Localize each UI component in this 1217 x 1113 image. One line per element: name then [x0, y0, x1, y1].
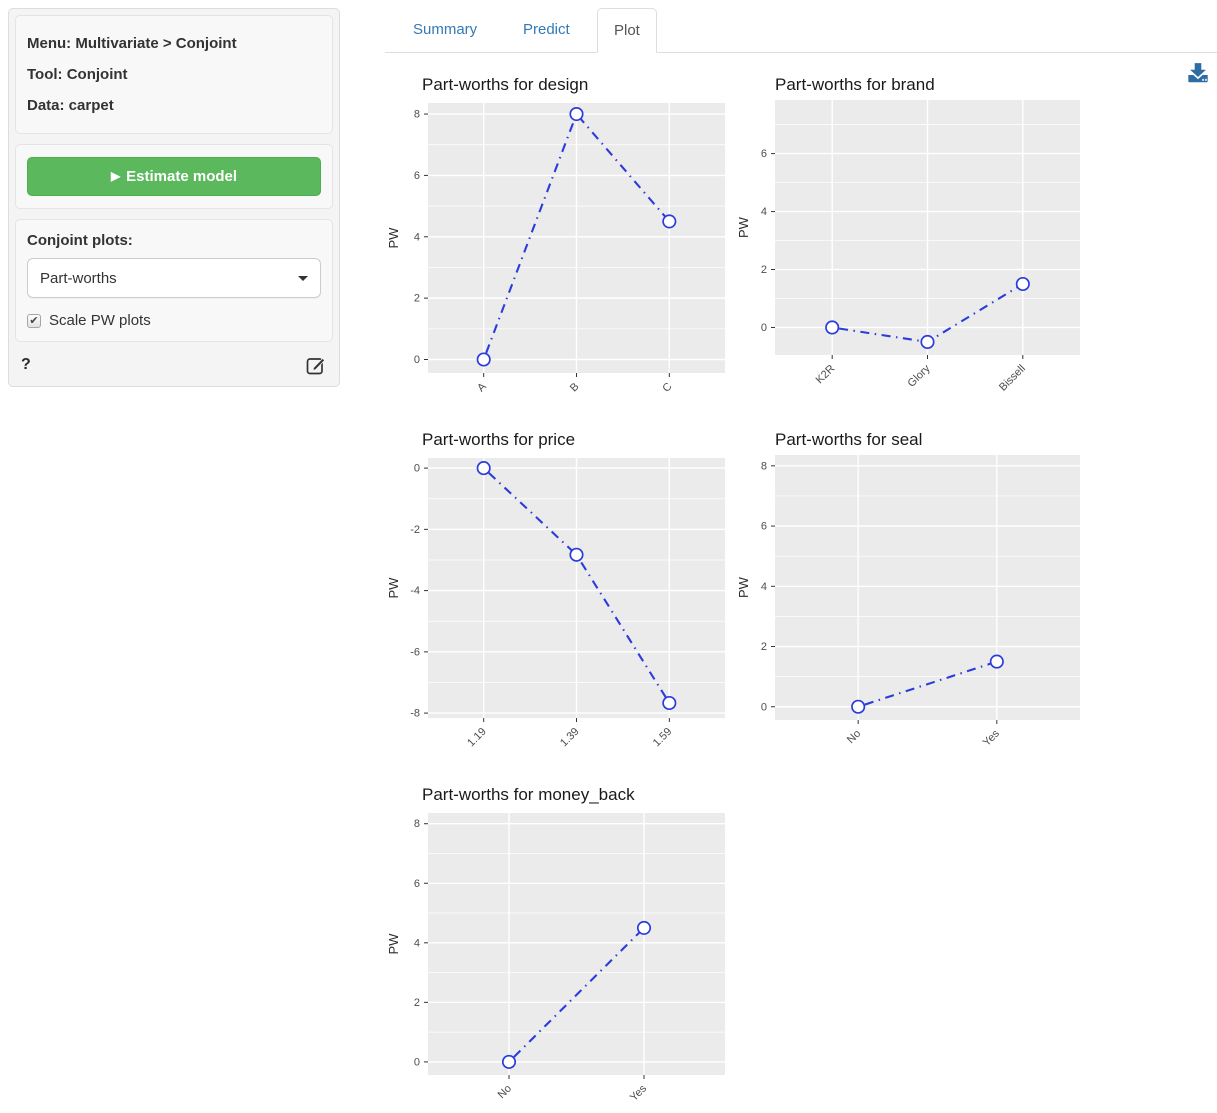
svg-text:K2R: K2R — [814, 363, 838, 387]
sidebar: Menu: Multivariate > Conjoint Tool: Conj… — [8, 8, 340, 387]
svg-text:6: 6 — [414, 878, 420, 890]
svg-text:Part-worths for seal: Part-worths for seal — [775, 430, 922, 449]
estimate-model-label: Estimate model — [126, 168, 238, 185]
svg-text:0: 0 — [414, 463, 420, 475]
chart-svg-brand: 0 2 4 6 K2R Glory Bissell PW Part-worths for bra… — [736, 75, 1080, 394]
svg-text:8: 8 — [414, 818, 420, 830]
checkbox-checked-icon: ✔ — [27, 313, 41, 328]
svg-text:0: 0 — [414, 1056, 420, 1068]
tab-summary[interactable]: Summary — [413, 21, 478, 38]
sidebar-footer: ? — [15, 352, 333, 382]
svg-text:Part-worths for money_back: Part-worths for money_back — [422, 785, 635, 804]
plot-options-panel: Conjoint plots: Part-worths ✔ Scale PW p… — [15, 219, 333, 342]
tab-plot[interactable]: Plot — [597, 8, 657, 53]
chevron-down-icon — [298, 275, 308, 281]
plot-type-selected-value: Part-worths — [40, 269, 117, 287]
svg-text:-4: -4 — [410, 585, 420, 597]
model-info-panel: Menu: Multivariate > Conjoint Tool: Conj… — [15, 15, 333, 134]
plot-type-select[interactable]: Part-worths — [27, 258, 321, 298]
chart-design: 0 2 4 6 8 A B C PW Part-worths for design — [385, 68, 730, 415]
svg-text:Yes: Yes — [981, 727, 1003, 749]
chart-svg-money_back: 0 2 4 6 8 No Yes PW Part-worths for money_back — [386, 785, 725, 1104]
svg-text:PW: PW — [386, 577, 401, 599]
estimate-panel: ▶ Estimate model — [15, 144, 333, 209]
chart-svg-design: 0 2 4 6 8 A B C PW Part-worths for design — [386, 75, 725, 395]
menu-breadcrumb: Menu: Multivariate > Conjoint — [27, 35, 237, 52]
svg-text:B: B — [568, 381, 582, 395]
svg-text:A: A — [475, 380, 489, 394]
help-icon[interactable]: ? — [21, 356, 31, 373]
svg-text:-8: -8 — [410, 708, 420, 720]
conjoint-plots-label: Conjoint plots: — [27, 232, 133, 249]
svg-text:0: 0 — [761, 701, 767, 713]
download-icon — [1188, 63, 1208, 83]
result-tabs: Summary Predict Plot — [385, 8, 1217, 53]
estimate-model-button[interactable]: ▶ Estimate model — [27, 157, 321, 196]
svg-text:2: 2 — [761, 264, 767, 276]
svg-text:Part-worths for brand: Part-worths for brand — [775, 75, 935, 94]
svg-text:0: 0 — [414, 354, 420, 366]
svg-text:8: 8 — [761, 460, 767, 472]
svg-text:1.39: 1.39 — [558, 726, 582, 750]
svg-text:4: 4 — [761, 206, 767, 218]
chart-seal: 0 2 4 6 8 No Yes PW Part-worths for seal — [735, 423, 1085, 760]
play-icon: ▶ — [110, 169, 121, 183]
svg-text:4: 4 — [414, 231, 420, 243]
svg-text:2: 2 — [414, 293, 420, 305]
svg-text:6: 6 — [761, 521, 767, 533]
chart-svg-price: -8 -6 -4 -2 0 1.19 1.39 1.59 PW Part-worths for p… — [386, 430, 725, 750]
svg-text:Part-worths for design: Part-worths for design — [422, 75, 588, 94]
svg-text:-6: -6 — [410, 646, 420, 658]
edit-report-icon[interactable] — [305, 354, 327, 376]
svg-text:2: 2 — [761, 641, 767, 653]
svg-text:8: 8 — [414, 109, 420, 121]
svg-text:PW: PW — [386, 933, 401, 955]
chart-brand: 0 2 4 6 K2R Glory Bissell PW Part-worths for bra… — [735, 68, 1085, 415]
tool-name: Tool: Conjoint — [27, 66, 128, 83]
svg-text:No: No — [496, 1083, 514, 1101]
svg-text:C: C — [660, 381, 674, 395]
svg-text:2: 2 — [414, 997, 420, 1009]
scale-pw-label: Scale PW plots — [49, 312, 151, 329]
chart-svg-seal: 0 2 4 6 8 No Yes PW Part-worths for seal — [736, 430, 1080, 749]
svg-text:1.59: 1.59 — [651, 726, 675, 750]
svg-text:PW: PW — [736, 576, 751, 598]
svg-text:PW: PW — [736, 216, 751, 238]
svg-text:1.19: 1.19 — [465, 726, 489, 750]
tab-predict[interactable]: Predict — [523, 21, 570, 38]
svg-text:-2: -2 — [410, 524, 420, 536]
svg-text:PW: PW — [386, 227, 401, 249]
dataset-name: Data: carpet — [27, 97, 114, 114]
svg-text:Glory: Glory — [906, 362, 933, 389]
svg-text:4: 4 — [761, 581, 767, 593]
download-plot-button[interactable] — [1187, 62, 1211, 86]
svg-text:Bissell: Bissell — [997, 363, 1028, 394]
svg-text:No: No — [845, 728, 863, 746]
chart-money_back: 0 2 4 6 8 No Yes PW Part-worths for money_back — [385, 778, 730, 1108]
svg-text:Part-worths for price: Part-worths for price — [422, 430, 575, 449]
svg-text:6: 6 — [761, 148, 767, 160]
svg-text:Yes: Yes — [628, 1082, 650, 1104]
scale-pw-checkbox[interactable]: ✔ Scale PW plots — [27, 312, 321, 329]
svg-text:6: 6 — [414, 170, 420, 182]
svg-text:4: 4 — [414, 937, 420, 949]
svg-text:0: 0 — [761, 322, 767, 334]
chart-price: -8 -6 -4 -2 0 1.19 1.39 1.59 PW Part-worths for p… — [385, 423, 730, 760]
